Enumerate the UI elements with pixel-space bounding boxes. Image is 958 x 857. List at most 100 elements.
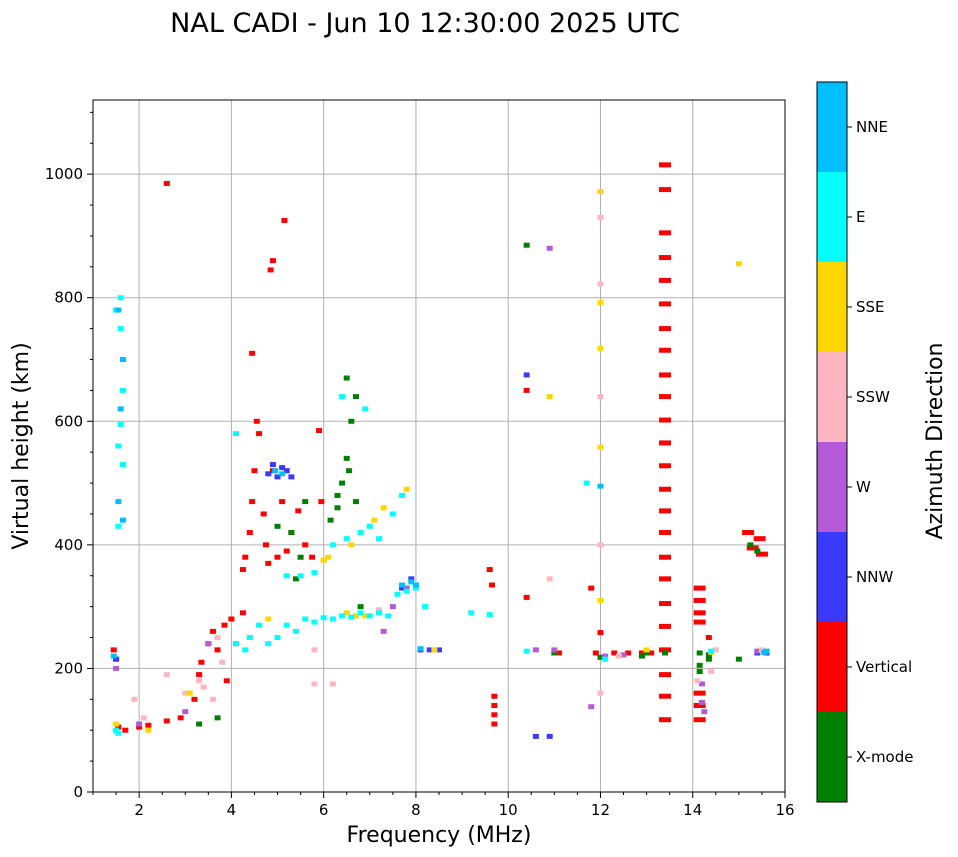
series-sse bbox=[113, 188, 742, 733]
x-tick-label: 10 bbox=[499, 801, 518, 819]
data-point bbox=[357, 604, 364, 610]
data-point bbox=[408, 579, 415, 585]
data-point bbox=[389, 511, 396, 517]
data-point bbox=[532, 647, 539, 653]
data-point bbox=[597, 597, 604, 603]
data-point bbox=[311, 570, 318, 576]
data-point bbox=[357, 610, 364, 616]
colorbar-label: X-mode bbox=[856, 748, 913, 766]
data-point bbox=[214, 635, 221, 641]
y-tick-label: 800 bbox=[54, 289, 83, 307]
data-point bbox=[708, 648, 715, 654]
data-point bbox=[115, 307, 122, 313]
data-point bbox=[648, 650, 655, 656]
series-x-mode bbox=[196, 242, 761, 727]
data-point bbox=[191, 696, 198, 702]
data-point bbox=[597, 188, 604, 194]
data-point bbox=[597, 345, 604, 351]
data-point bbox=[597, 630, 604, 636]
data-point bbox=[659, 486, 672, 492]
data-point bbox=[136, 721, 143, 727]
data-point bbox=[376, 610, 383, 616]
data-point bbox=[625, 650, 632, 656]
data-point bbox=[221, 622, 228, 628]
data-point bbox=[436, 647, 442, 653]
data-point bbox=[659, 530, 672, 535]
x-tick-label: 6 bbox=[319, 801, 329, 819]
data-point bbox=[115, 730, 122, 736]
data-point bbox=[251, 468, 258, 474]
data-point bbox=[659, 162, 672, 168]
data-point bbox=[403, 585, 410, 591]
data-point bbox=[659, 301, 672, 307]
data-point bbox=[281, 217, 288, 223]
data-point bbox=[110, 647, 117, 653]
colorbar-segment bbox=[817, 712, 847, 802]
data-point bbox=[113, 665, 120, 671]
data-point bbox=[198, 659, 205, 665]
data-point bbox=[177, 715, 184, 721]
data-point bbox=[555, 650, 562, 656]
data-point bbox=[110, 653, 117, 659]
data-point bbox=[597, 300, 604, 306]
data-point bbox=[693, 717, 706, 723]
y-tick-label: 1000 bbox=[45, 165, 83, 183]
data-point bbox=[343, 610, 350, 616]
data-point bbox=[242, 554, 249, 560]
series-nne bbox=[110, 307, 770, 659]
data-point bbox=[117, 406, 124, 412]
colorbar-label: SSW bbox=[856, 388, 890, 406]
data-point bbox=[117, 326, 124, 332]
data-point bbox=[265, 560, 272, 566]
data-point bbox=[122, 727, 129, 733]
colorbar-label: W bbox=[856, 478, 871, 496]
data-point bbox=[288, 474, 295, 480]
data-point bbox=[209, 628, 216, 634]
data-point bbox=[659, 255, 672, 261]
data-point bbox=[486, 612, 493, 618]
data-point bbox=[638, 653, 645, 659]
data-point bbox=[597, 394, 604, 400]
data-point bbox=[705, 656, 712, 662]
data-point bbox=[694, 678, 701, 684]
data-point bbox=[302, 542, 309, 548]
data-point bbox=[228, 616, 235, 622]
data-point bbox=[302, 499, 309, 505]
data-point bbox=[532, 733, 539, 739]
data-point bbox=[343, 375, 350, 381]
data-point bbox=[588, 704, 595, 710]
data-point bbox=[551, 650, 558, 656]
data-point bbox=[422, 604, 429, 610]
data-point bbox=[325, 554, 332, 560]
data-point bbox=[249, 499, 256, 505]
data-point bbox=[115, 443, 122, 449]
data-point bbox=[696, 662, 703, 668]
data-point bbox=[394, 591, 401, 597]
x-tick-label: 4 bbox=[227, 801, 237, 819]
data-point bbox=[399, 585, 406, 591]
data-point bbox=[274, 635, 281, 641]
data-point bbox=[163, 180, 170, 186]
data-point bbox=[209, 696, 216, 702]
data-point bbox=[611, 650, 618, 656]
data-point bbox=[693, 610, 706, 616]
data-point bbox=[597, 542, 604, 548]
colorbar-segment bbox=[817, 82, 847, 172]
data-point bbox=[163, 718, 170, 724]
colorbar-segment bbox=[817, 352, 847, 442]
colorbar-segment bbox=[817, 262, 847, 352]
data-point bbox=[233, 431, 240, 437]
data-point bbox=[119, 387, 126, 393]
data-point bbox=[318, 499, 325, 505]
data-point bbox=[615, 653, 622, 659]
data-point bbox=[292, 628, 299, 634]
data-point bbox=[696, 650, 703, 656]
data-point bbox=[643, 647, 650, 653]
data-point bbox=[327, 517, 334, 523]
data-point bbox=[311, 619, 318, 625]
data-point bbox=[659, 554, 672, 560]
data-point bbox=[366, 523, 373, 529]
data-point bbox=[214, 715, 221, 721]
y-tick-label: 0 bbox=[73, 783, 83, 801]
